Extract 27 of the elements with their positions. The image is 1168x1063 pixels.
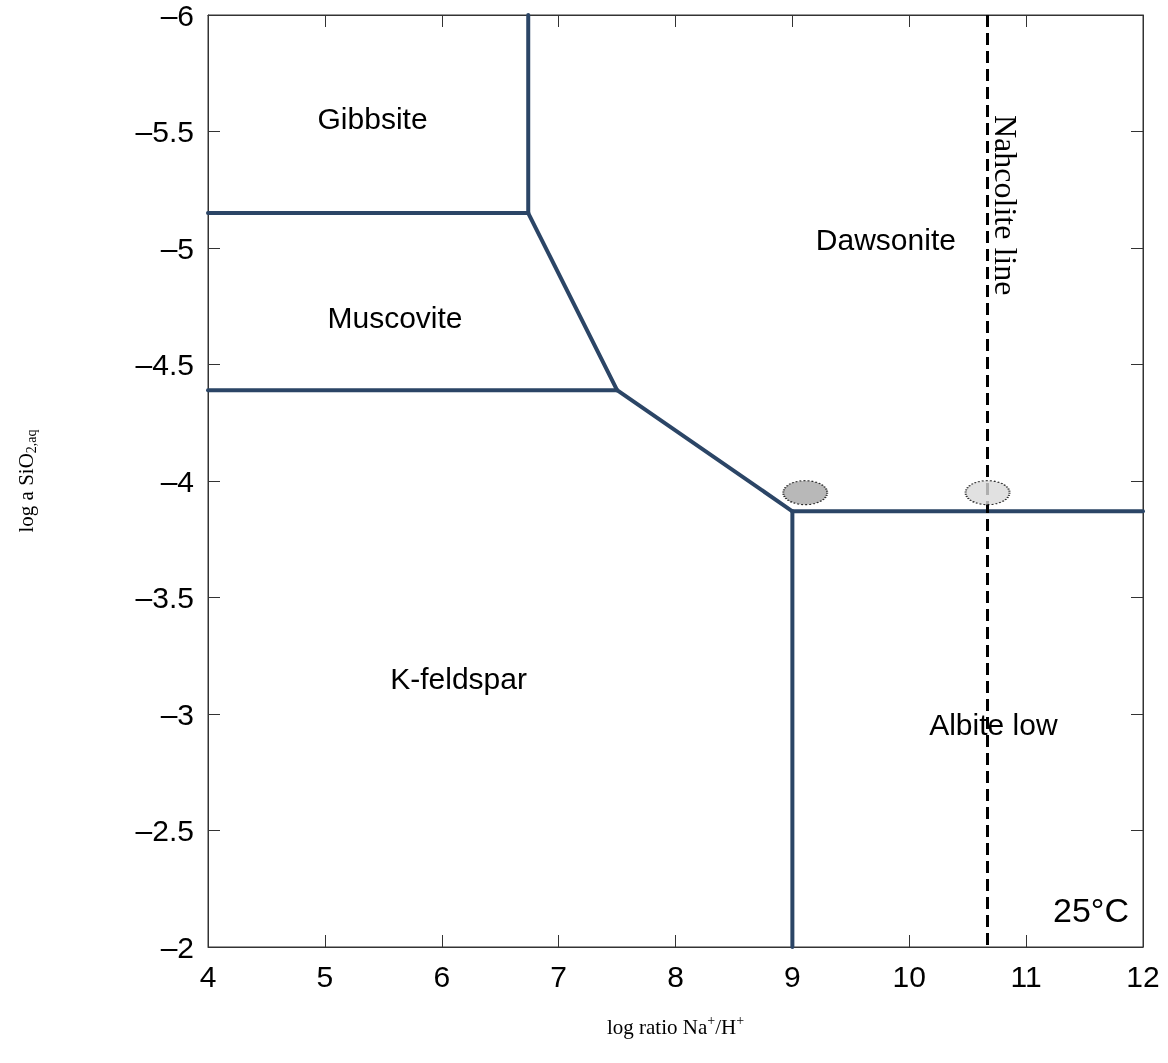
y-tick-label: –4	[160, 464, 194, 498]
annotation: Muscovite	[327, 300, 463, 334]
y-tick-label: –3	[160, 697, 194, 731]
x-tick-label: 7	[550, 959, 567, 993]
x-tick-label: 11	[1010, 959, 1042, 993]
x-tick-label: 8	[667, 959, 684, 993]
ref-line-label: Nahcolite line	[987, 115, 1024, 296]
y-tick-label: –2	[160, 930, 194, 964]
y-tick-label: –5.5	[135, 115, 194, 148]
y-tick-label: –4.5	[135, 348, 194, 381]
y-tick-label: –5	[160, 231, 194, 265]
y-tick-label: –2.5	[135, 814, 194, 847]
y-tick-label: –3.5	[135, 581, 194, 614]
y-axis-title: log a SiO2,aq	[14, 429, 39, 533]
x-tick-label: 12	[1126, 959, 1160, 993]
annotation: 25°C	[1053, 891, 1129, 929]
x-tick-label: 6	[433, 959, 451, 993]
annotation: Dawsonite	[815, 223, 956, 257]
x-tick-label: 4	[199, 959, 217, 993]
x-tick-label: 9	[784, 959, 801, 993]
annotation: Albite low	[929, 708, 1058, 742]
x-tick-label: 5	[316, 959, 334, 993]
annotation: Gibbsite	[317, 102, 428, 135]
y-tick-label: –6	[160, 0, 194, 32]
x-axis-title: log ratio Na+/H+	[606, 1012, 745, 1039]
annotation: K-feldspar	[390, 661, 527, 695]
x-tick-label: 10	[892, 959, 926, 993]
